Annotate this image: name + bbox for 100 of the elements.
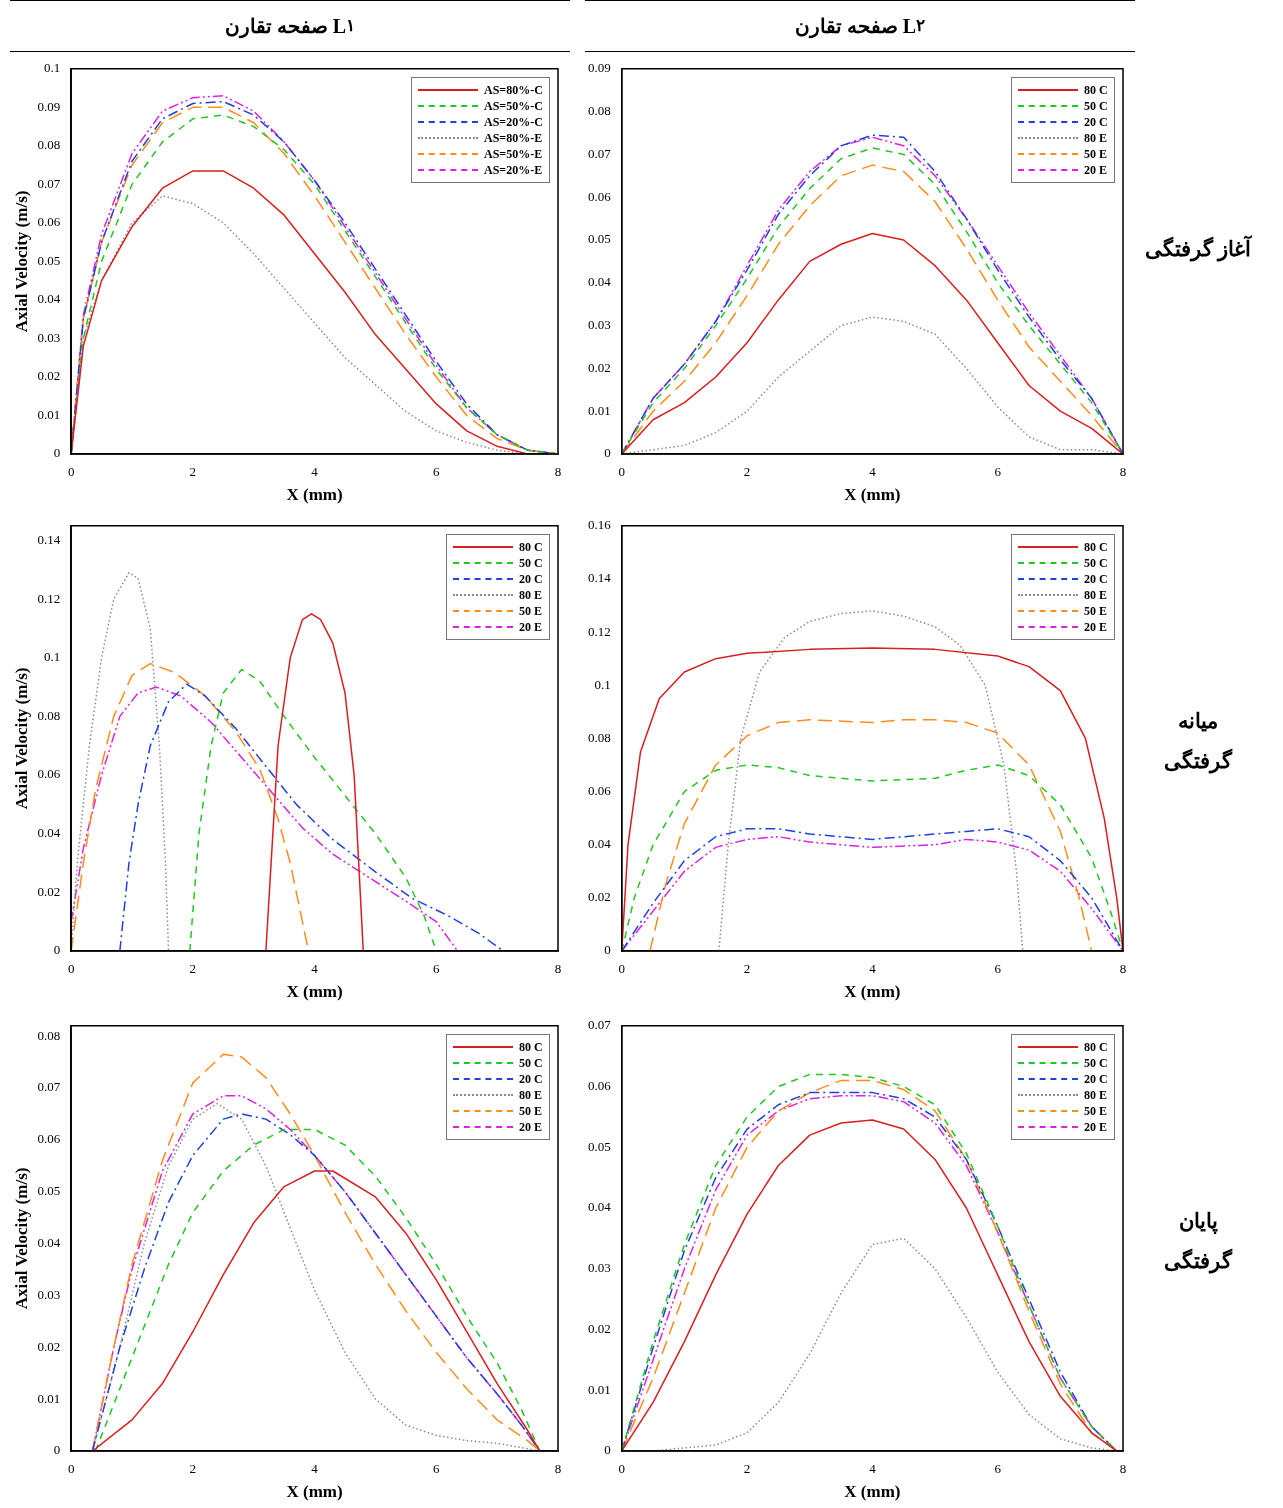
legend-label: 50 E: [1084, 1102, 1108, 1119]
x-tick-label: 8: [554, 1461, 562, 1477]
x-tick-label: 0: [618, 961, 625, 977]
y-tick-label: 0.07: [588, 145, 612, 161]
y-tick-label: 0: [53, 942, 61, 958]
y-tick-label: 0.06: [37, 766, 61, 782]
y-tick-label: 0.04: [37, 1235, 61, 1251]
y-tick-label: 0.09: [37, 98, 61, 114]
y-tick-label: 0.09: [588, 60, 611, 76]
y-tick-label: 0: [53, 445, 61, 461]
y-tick-label: 0.14: [37, 531, 61, 547]
y-tick-label: 0: [604, 942, 611, 958]
x-tick-label: 4: [311, 1461, 319, 1477]
line-series: [189, 668, 438, 951]
y-tick-label: 0.08: [37, 1027, 61, 1043]
legend-label: 20 E: [1084, 618, 1108, 635]
legend-label: 80 E: [1084, 586, 1108, 603]
legend-label: AS=20%-C: [484, 113, 543, 130]
y-tick-label: 0.01: [37, 406, 61, 422]
legend-label: 50 C: [1084, 97, 1108, 114]
x-tick-label: 6: [994, 961, 1002, 977]
legend-label: 80 E: [519, 1086, 543, 1103]
y-axis-title: Axial Velocity (m/s): [11, 190, 31, 333]
line-series: [119, 683, 504, 951]
legend-label: AS=20%-E: [484, 161, 543, 178]
legend-label: 80 C: [519, 1038, 543, 1055]
x-tick-label: 4: [311, 961, 319, 977]
y-tick-label: 0.02: [37, 368, 61, 384]
x-tick-label: 6: [433, 464, 441, 480]
legend-label: 50 E: [1084, 602, 1108, 619]
legend-label: AS=50%-E: [484, 145, 543, 162]
y-axis-title: Axial Velocity (m/s): [11, 1167, 31, 1310]
y-tick-label: 0.01: [37, 1390, 61, 1406]
x-tick-label: 4: [311, 464, 319, 480]
y-tick-label: 0.04: [37, 291, 61, 307]
y-tick-label: 0.06: [37, 214, 61, 230]
y-tick-label: 0.03: [588, 317, 611, 333]
x-tick-label: 4: [869, 961, 877, 977]
x-tick-label: 4: [869, 1461, 877, 1477]
x-tick-label: 2: [189, 464, 197, 480]
y-tick-label: 0.08: [588, 729, 611, 745]
y-tick-label: 0.04: [588, 836, 612, 852]
legend-label: 80 E: [519, 586, 543, 603]
x-tick-label: 0: [67, 1461, 75, 1477]
y-axis-title: Axial Velocity (m/s): [11, 667, 31, 810]
y-tick-label: 0: [53, 1442, 61, 1458]
line-series: [71, 686, 459, 951]
legend-label: 50 C: [1084, 1054, 1108, 1071]
x-tick-label: 6: [433, 961, 441, 977]
y-tick-label: 0.03: [37, 329, 61, 345]
y-tick-label: 0.1: [43, 649, 61, 665]
y-tick-label: 0.05: [588, 1138, 611, 1154]
legend-label: 50 E: [519, 1102, 543, 1119]
legend-label: 20 C: [1084, 1070, 1108, 1087]
legend-label: 50 C: [519, 554, 543, 571]
x-tick-label: 2: [743, 1461, 751, 1477]
x-tick-label: 2: [743, 464, 751, 480]
y-tick-label: 0.07: [588, 1017, 612, 1033]
legend-label: 20 C: [519, 570, 543, 587]
legend-label: AS=80%-C: [484, 81, 543, 98]
text: پایان گرفتگی: [1163, 1208, 1234, 1276]
x-tick-label: 6: [994, 464, 1002, 480]
legend-label: 80 C: [1084, 81, 1108, 98]
text: میانه گرفتگی: [1163, 708, 1234, 776]
x-tick-label: 2: [189, 961, 197, 977]
y-tick-label: 0.07: [37, 175, 61, 191]
y-tick-label: 0.05: [37, 252, 61, 268]
x-axis-title: X (mm): [844, 982, 901, 1002]
y-tick-label: 0.04: [588, 274, 612, 290]
y-tick-label: 0.07: [37, 1079, 61, 1095]
y-tick-label: 0.16: [588, 517, 612, 533]
legend-label: 80 C: [1084, 1038, 1108, 1055]
y-tick-label: 0.06: [588, 188, 612, 204]
legend-label: AS=80%-E: [484, 129, 543, 146]
text: آغاز گرفتگی: [1143, 234, 1253, 264]
x-tick-label: 0: [67, 961, 75, 977]
y-tick-label: 0.06: [588, 782, 612, 798]
legend-label: 80 E: [1084, 1086, 1108, 1103]
line-series: [649, 719, 1093, 951]
legend-label: 20 C: [519, 1070, 543, 1087]
x-tick-label: 0: [67, 464, 75, 480]
x-tick-label: 0: [618, 1461, 625, 1477]
x-tick-label: 0: [618, 464, 625, 480]
y-tick-label: 0.08: [37, 707, 61, 723]
x-tick-label: 4: [869, 464, 877, 480]
legend-label: 20 E: [519, 1118, 543, 1135]
line-series: [71, 571, 170, 951]
y-tick-label: 0.02: [37, 883, 61, 899]
legend-label: 50 E: [1084, 145, 1108, 162]
legend-label: 20 E: [1084, 161, 1108, 178]
legend-label: 20 E: [1084, 1118, 1108, 1135]
y-tick-label: 0.03: [588, 1260, 611, 1276]
legend-label: 50 C: [1084, 554, 1108, 571]
y-tick-label: 0.01: [588, 402, 611, 418]
legend-label: AS=50%-C: [484, 97, 543, 114]
y-tick-label: 0.1: [43, 60, 61, 76]
x-tick-label: 6: [994, 1461, 1002, 1477]
legend-label: 80 C: [1084, 538, 1108, 555]
x-axis-title: X (mm): [286, 1482, 343, 1502]
y-tick-label: 0.03: [37, 1286, 61, 1302]
